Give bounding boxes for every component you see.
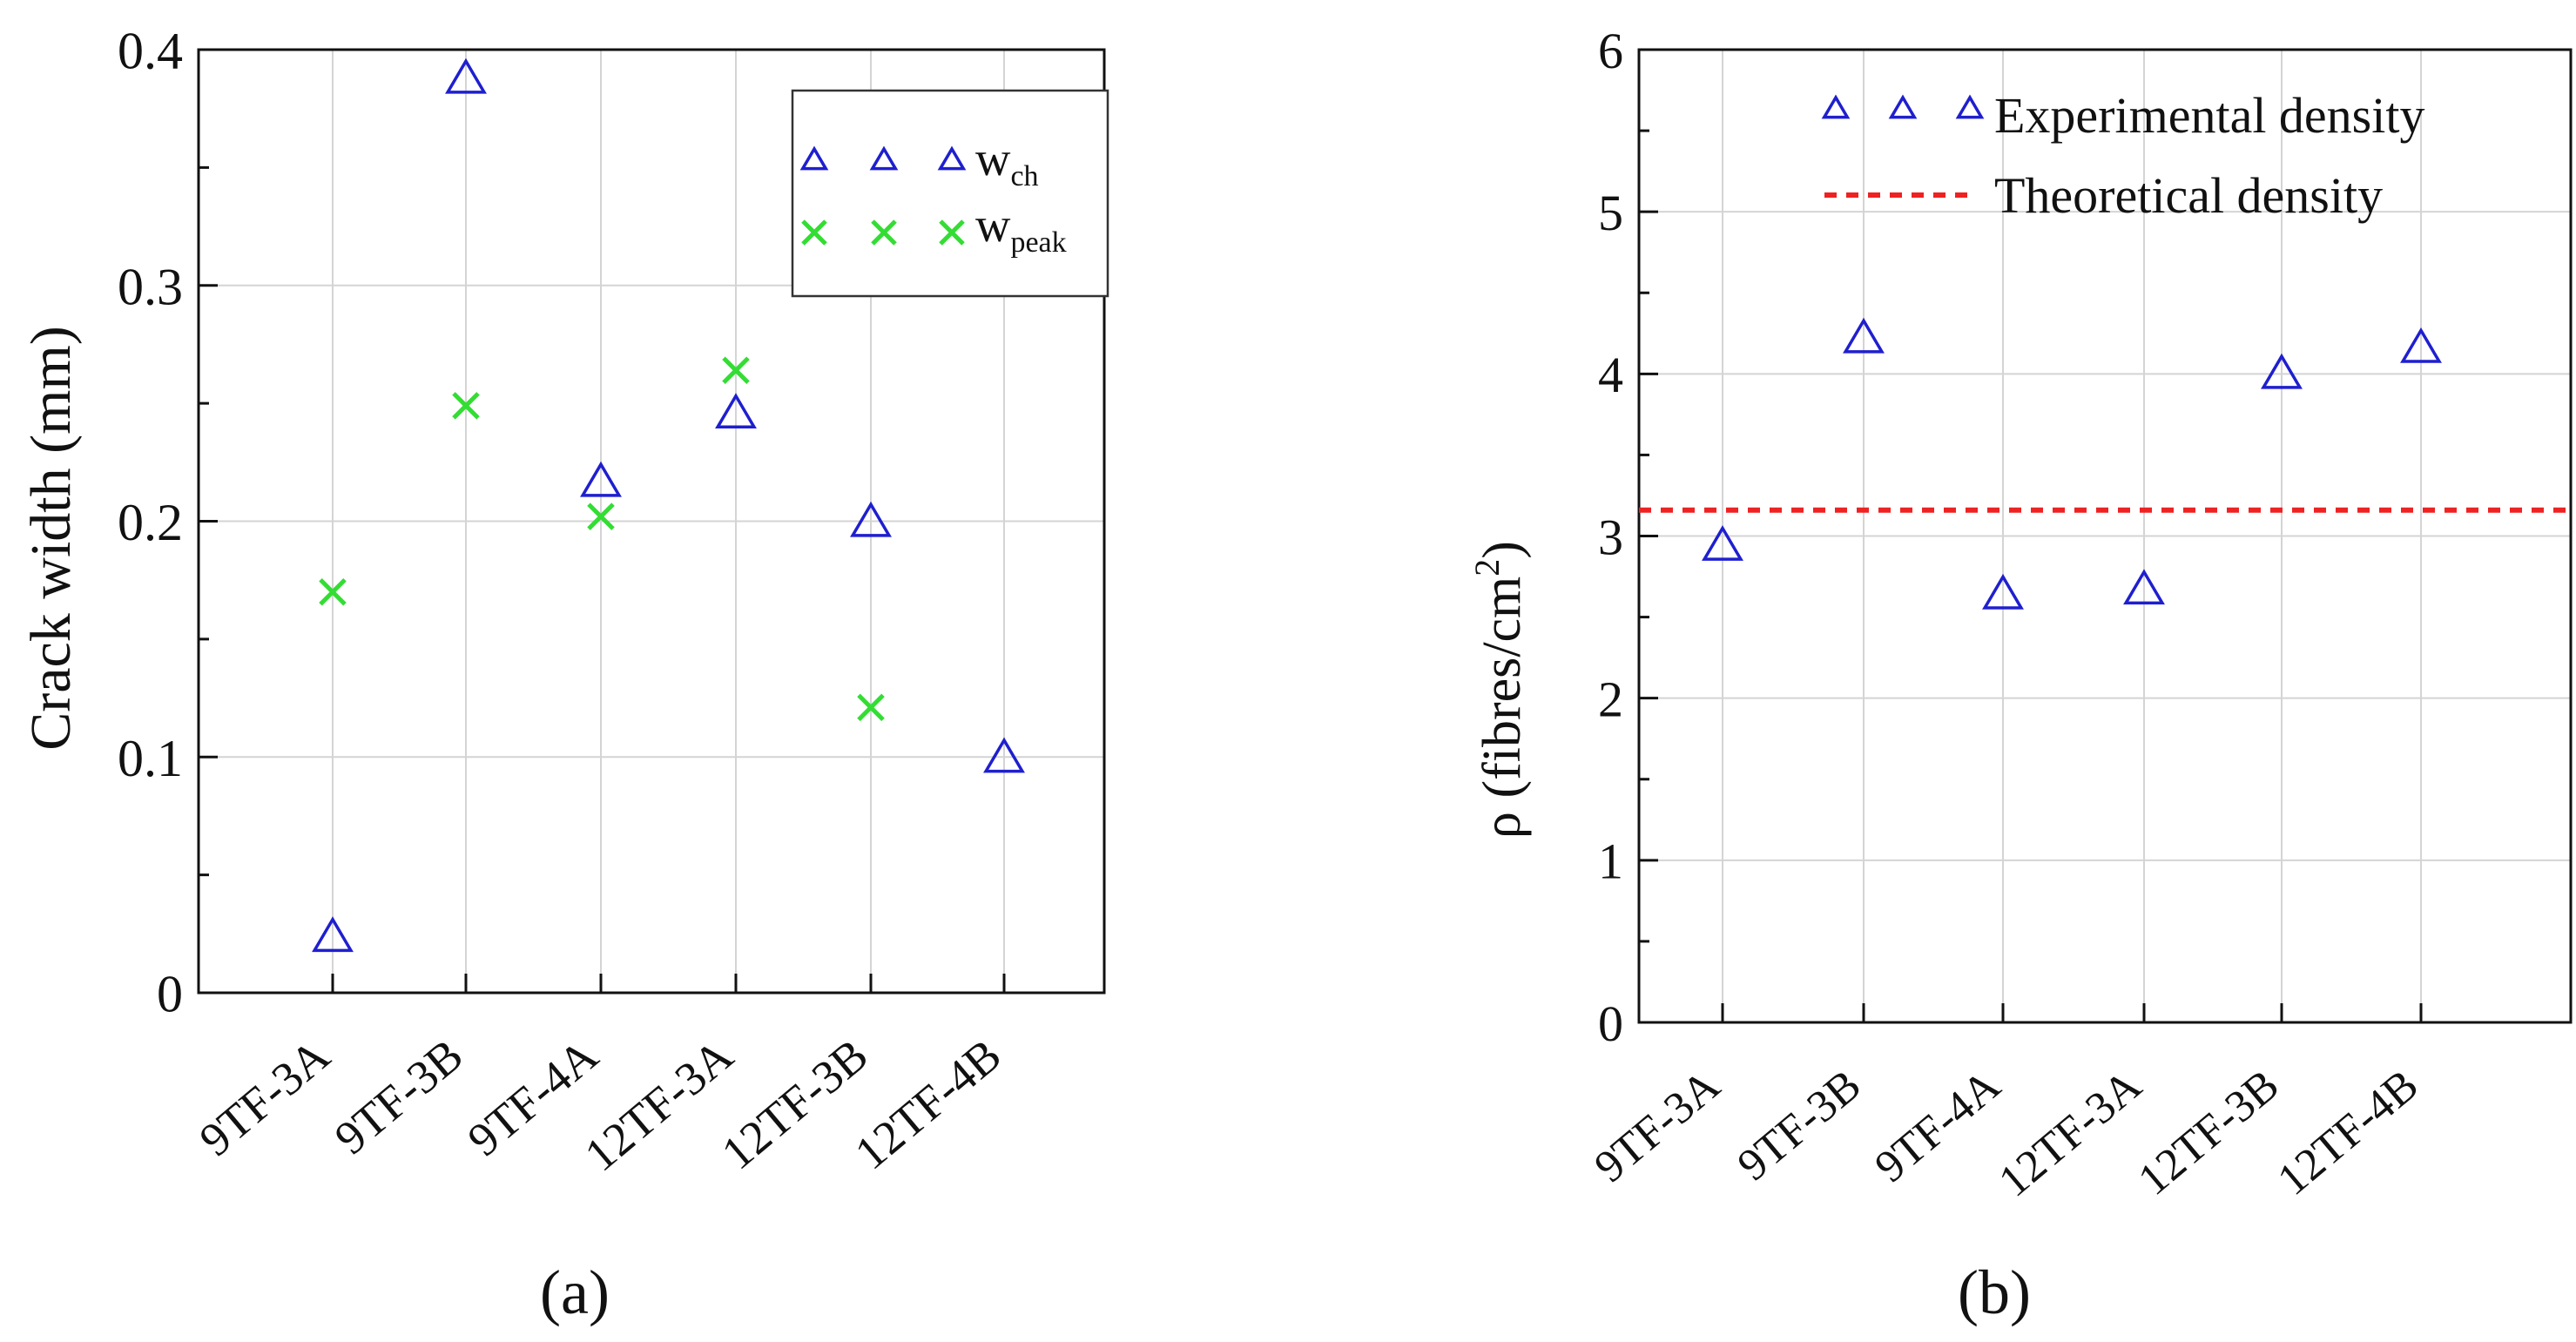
data-point-a-1-3 bbox=[722, 356, 750, 384]
legend-label-a-1: wpeak bbox=[975, 199, 1067, 259]
data-point-b-0-1 bbox=[1843, 317, 1885, 354]
legend-label-a-0: wch bbox=[975, 132, 1039, 192]
data-point-a-1-2 bbox=[587, 502, 615, 530]
legend-label-a-1-main: w bbox=[975, 199, 1011, 253]
y-axis-label-a: Crack width (mm) bbox=[19, 326, 83, 751]
legend-label-b-1: Theoretical density bbox=[1994, 167, 2383, 224]
y-tick-label-b-1: 1 bbox=[1598, 833, 1623, 890]
legend-marker-a-1-0 bbox=[801, 219, 827, 246]
x-tick-label-a-0: 9TF-3A bbox=[190, 1028, 340, 1166]
y-tick-label-b-3: 3 bbox=[1598, 509, 1623, 565]
x-tick-label-b-1: 9TF-3B bbox=[1729, 1061, 1871, 1191]
y-tick-label-a-2: 0.2 bbox=[118, 494, 183, 551]
legend-box-a bbox=[791, 89, 1109, 298]
legend-label-b-0: Experimental density bbox=[1994, 87, 2424, 144]
data-point-a-1-4 bbox=[857, 693, 885, 722]
legend-marker-a-0-1 bbox=[869, 145, 899, 171]
y-tick-label-a-1: 0.1 bbox=[118, 730, 183, 787]
x-tick-label-a-5: 12TF-4B bbox=[845, 1028, 1010, 1179]
data-point-a-0-4 bbox=[850, 501, 892, 537]
data-point-b-0-2 bbox=[1982, 573, 2024, 610]
x-tick-label-b-0: 9TF-3A bbox=[1586, 1060, 1730, 1192]
data-point-a-0-0 bbox=[312, 916, 354, 953]
x-tick-label-b-4: 12TF-3B bbox=[2129, 1061, 2289, 1205]
y-tick-label-b-5: 5 bbox=[1598, 185, 1623, 241]
data-point-b-0-5 bbox=[2400, 327, 2442, 363]
data-point-a-0-1 bbox=[445, 57, 487, 94]
legend-marker-a-0-0 bbox=[799, 145, 829, 171]
x-tick-label-b-2: 9TF-4A bbox=[1866, 1060, 2010, 1192]
y-tick-label-b-6: 6 bbox=[1598, 23, 1623, 79]
x-tick-label-a-3: 12TF-3A bbox=[575, 1028, 743, 1181]
x-tick-label-a-1: 9TF-3B bbox=[325, 1028, 473, 1164]
y-axis-label-b-main: ρ (fibres/cm bbox=[1473, 577, 1532, 839]
legend-label-a-1-sub: peak bbox=[1010, 226, 1066, 259]
panel-label-a: (a) bbox=[540, 1258, 610, 1327]
x-tick-label-b-3: 12TF-3A bbox=[1990, 1060, 2151, 1206]
legend-marker-a-0-2 bbox=[937, 145, 967, 171]
y-tick-label-a-4: 0.4 bbox=[118, 23, 183, 80]
y-tick-label-b-0: 0 bbox=[1598, 995, 1623, 1052]
panel-label-b: (b) bbox=[1958, 1258, 2031, 1327]
data-point-a-0-2 bbox=[580, 461, 622, 497]
legend-marker-b-0-1 bbox=[1888, 94, 1918, 119]
legend-marker-b-0-0 bbox=[1821, 94, 1851, 119]
y-axis-label-b: ρ (fibres/cm2) bbox=[1467, 541, 1532, 839]
data-point-a-0-5 bbox=[983, 737, 1025, 773]
data-point-b-0-3 bbox=[2123, 569, 2165, 605]
x-tick-label-b-5: 12TF-4B bbox=[2269, 1061, 2428, 1205]
data-point-b-0-4 bbox=[2261, 353, 2303, 389]
legend-label-a-0-main: w bbox=[975, 132, 1011, 186]
data-point-a-1-0 bbox=[319, 577, 347, 606]
data-point-a-0-3 bbox=[715, 393, 757, 429]
y-tick-label-b-4: 4 bbox=[1598, 347, 1623, 403]
legend-label-a-0-sub: ch bbox=[1010, 160, 1038, 192]
data-point-b-0-0 bbox=[1702, 525, 1743, 561]
chart-panel-a: Crack width (mm) (a) 0 0.1 0.2 0.3 0.4 9TF-3A… bbox=[19, 23, 1109, 1327]
data-point-a-1-1 bbox=[452, 392, 480, 420]
y-tick-label-a-0: 0 bbox=[157, 966, 183, 1023]
y-axis-label-b-sup: 2 bbox=[1467, 559, 1507, 577]
legend-marker-a-1-1 bbox=[871, 219, 897, 246]
y-tick-label-a-3: 0.3 bbox=[118, 258, 183, 315]
y-tick-label-b-2: 2 bbox=[1598, 671, 1623, 728]
x-tick-label-a-4: 12TF-3B bbox=[711, 1028, 877, 1179]
legend-marker-a-1-2 bbox=[939, 219, 965, 246]
legend-marker-b-0-2 bbox=[1955, 94, 1985, 119]
y-axis-label-b-end: ) bbox=[1473, 541, 1532, 559]
